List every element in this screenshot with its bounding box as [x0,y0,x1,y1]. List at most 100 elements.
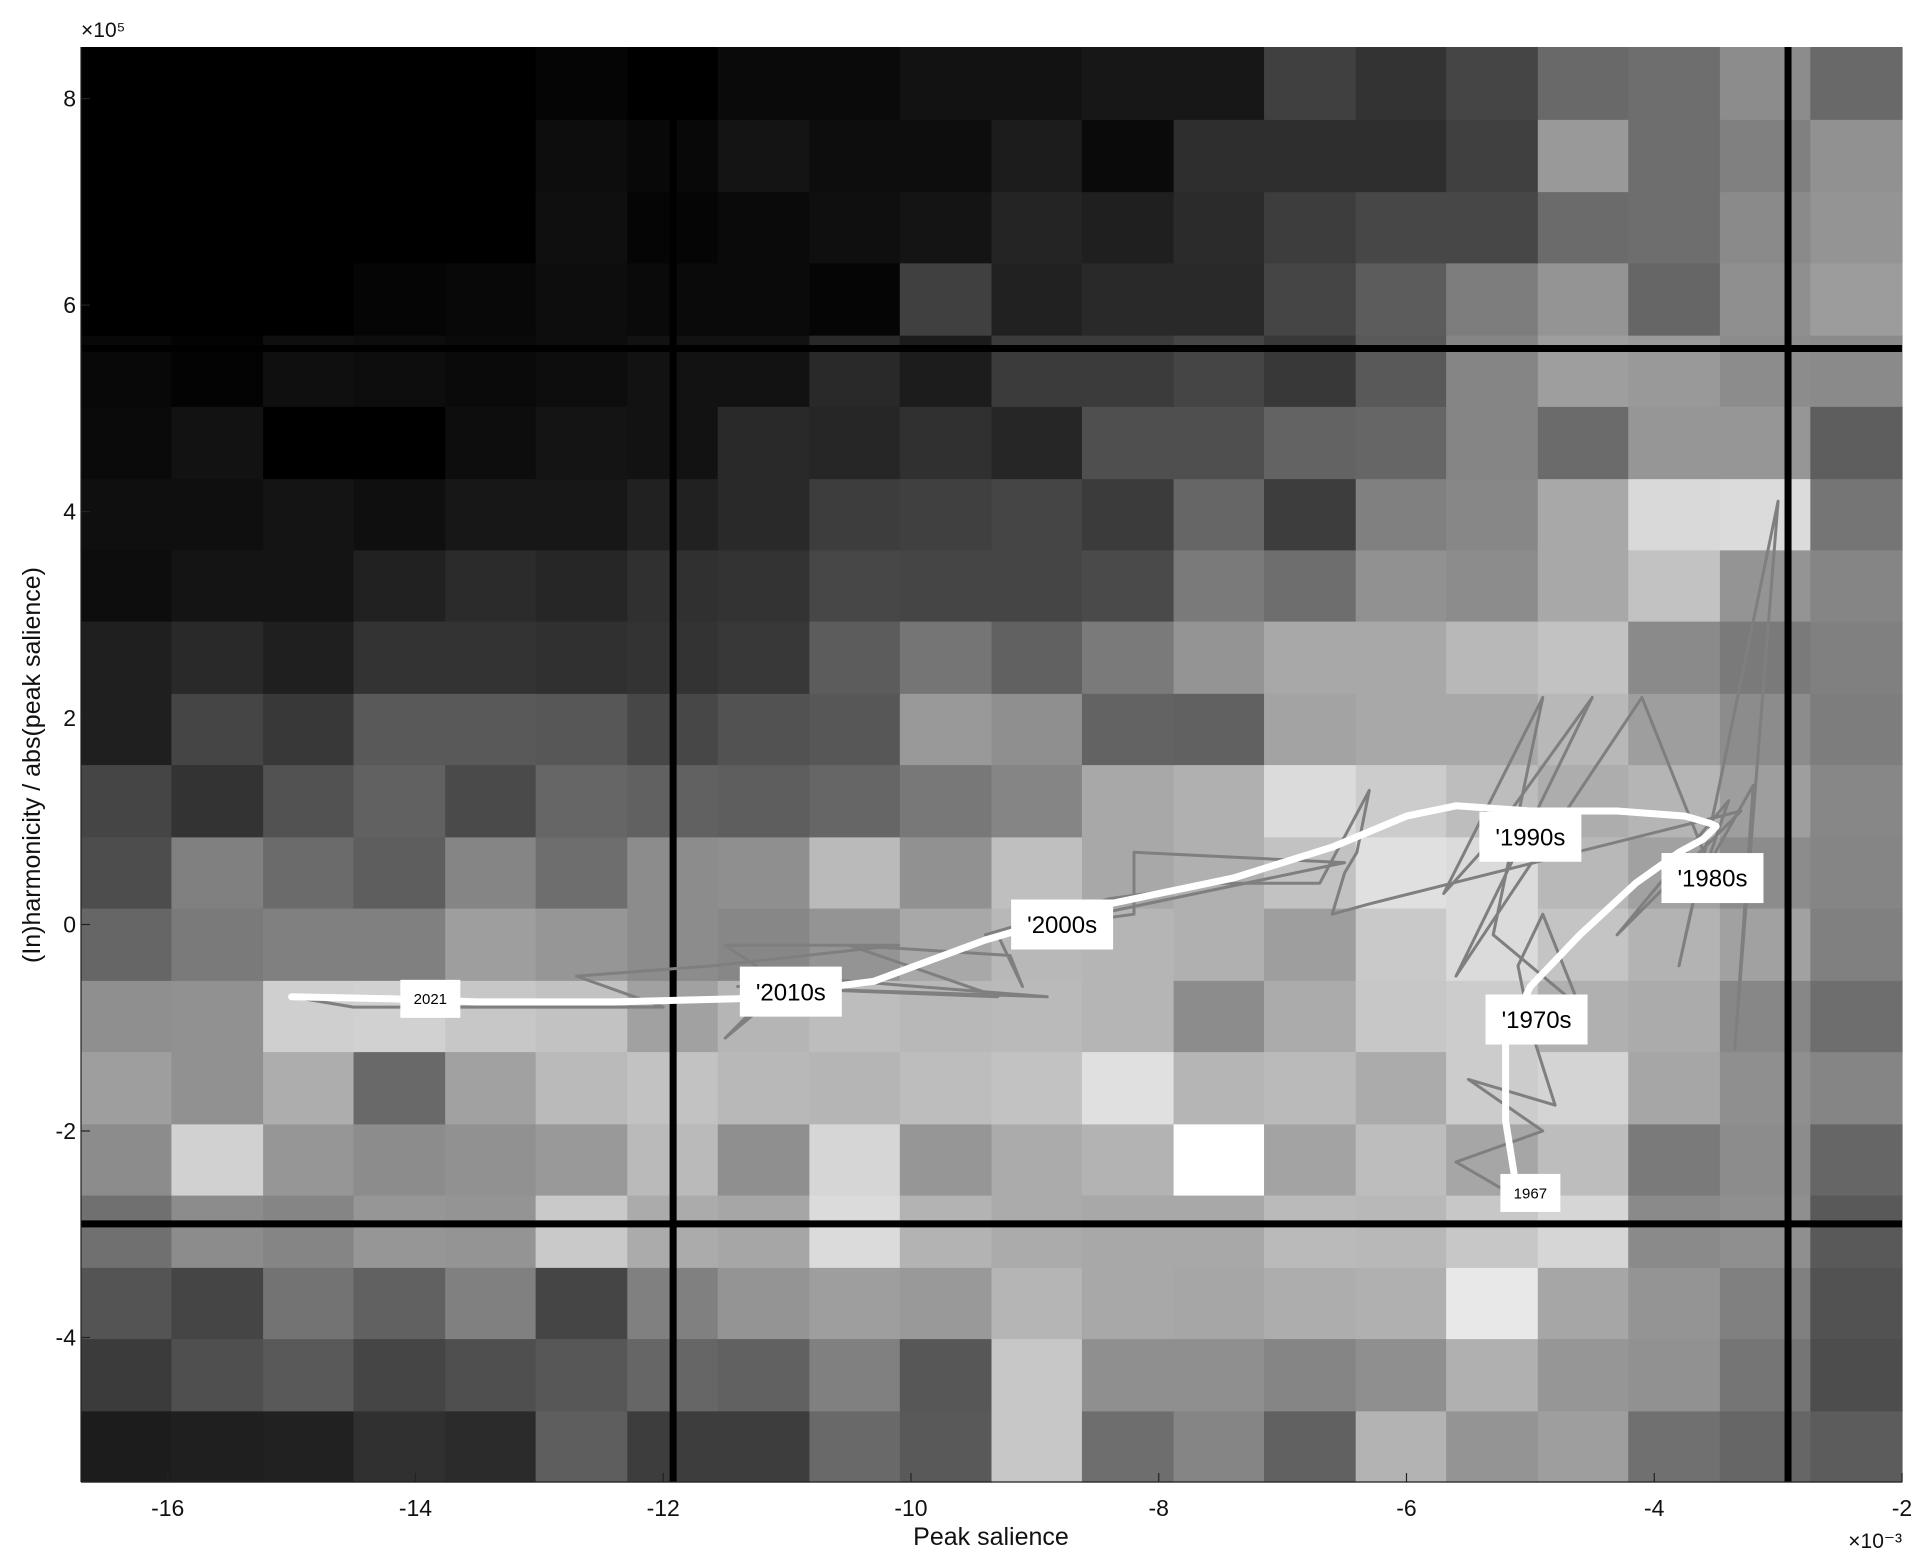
heatmap-cell [1810,621,1903,694]
heatmap-cell [1355,406,1447,480]
heatmap-cell [1081,119,1175,193]
heatmap-cell [1173,1123,1265,1196]
heatmap-cell [1355,908,1447,981]
heatmap-cell [1810,1338,1903,1412]
heatmap-cell [445,1267,537,1340]
heatmap-cell [1628,1338,1721,1412]
heatmap-cell [1081,262,1175,336]
heatmap-cell [445,1123,537,1196]
heatmap-cell [1081,1195,1175,1268]
heatmap-cell [1264,693,1357,766]
heatmap-cell [81,836,173,909]
heatmap-cell [1446,1267,1539,1340]
annotation-label: '2010s [739,966,842,1017]
heatmap-cell [81,908,173,981]
heatmap-cell [991,47,1083,120]
heatmap-cell [263,262,355,336]
heatmap-cell [1264,1338,1357,1412]
heatmap-cell [1628,47,1721,120]
heatmap-cell [1537,119,1629,193]
heatmap-cell [809,1410,901,1483]
heatmap-cell [717,1410,810,1483]
heatmap-cell [1081,47,1175,120]
heatmap-cell [1264,191,1357,264]
heatmap-cell [899,1195,993,1268]
heatmap-cell [1810,1267,1903,1340]
heatmap-cell [1446,406,1539,480]
heatmap-cell [1628,478,1721,551]
heatmap-cell [1628,406,1721,480]
heatmap-cell [1537,1051,1629,1125]
heatmap-cell [1173,1051,1265,1125]
heatmap-cell [1173,1338,1265,1412]
heatmap-cell [1264,621,1357,694]
heatmap-cell [1537,478,1629,551]
heatmap-cell [1719,119,1811,193]
heatmap-cell [1081,621,1175,694]
heatmap-cell [1628,191,1721,264]
heatmap-cell [1628,1123,1721,1196]
annotation-label: 1967 [1500,1173,1561,1212]
heatmap-cell [899,1123,993,1196]
annotations: '1990s '1980s '2000s '2010s '1970s 2021 1967 [400,811,1764,1212]
heatmap-cell [991,1338,1083,1412]
heatmap-cell [353,191,446,264]
axes [80,47,1902,1483]
heatmap-cell [1628,1195,1721,1268]
annotation-text: 1967 [1514,1185,1547,1202]
annotation-box [1661,853,1764,904]
y-axis-label: (In)harmonicity / abs(peak salience) [18,567,46,963]
heatmap-cell [171,1051,264,1125]
heatmap-cell [535,478,628,551]
heatmap-cell [353,1267,446,1340]
heatmap-cell [81,621,173,694]
heatmap-cell [1719,1267,1811,1340]
heatmap-cell [535,406,628,480]
heatmap-cell [445,621,537,694]
heatmap-cell [171,47,264,120]
heatmap-cell [1446,119,1539,193]
heatmap-cell [445,1410,537,1483]
heatmap-cell [445,764,537,838]
trend-line [288,802,1720,1202]
heatmap-cell [1719,1195,1811,1268]
annotation-text: '1990s [1495,824,1565,851]
heatmap-cell [1264,1051,1357,1125]
heatmap-cell [535,119,628,193]
y-exponent-label: ×10⁵ [81,19,125,42]
heatmap-cell [1173,621,1265,694]
heatmap-cell [1264,47,1357,120]
heatmap-cell [1810,1123,1903,1196]
annotation-box [739,966,842,1017]
heatmap-cell [1173,47,1265,120]
annotation-box [1500,1173,1561,1212]
heatmap-cell [445,1338,537,1412]
heatmap-cell [1173,1195,1265,1268]
heatmap-cell [1446,1410,1539,1483]
heatmap-cell [171,549,264,622]
heatmap-cell [1264,549,1357,622]
heatmap-cell [809,262,901,336]
heatmap-cell [717,478,810,551]
heatmap-cell [1173,693,1265,766]
heatmap-cell [1264,1410,1357,1483]
heatmap-cell [1719,980,1811,1053]
heatmap-cell [899,621,993,694]
heatmap-cell [263,693,355,766]
heatmap-cell [353,478,446,551]
heatmap-cell [899,478,993,551]
heatmap-cell [353,549,446,622]
heatmap-cell [1719,1051,1811,1125]
heatmap-cell [263,119,355,193]
heatmap-cell [445,406,537,480]
y-tick-label: 6 [63,292,76,318]
heatmap-cell [263,908,355,981]
y-tick-label: -2 [56,1118,76,1144]
heatmap-cell [535,191,628,264]
heatmap-cell [535,836,628,909]
x-tick-label: -8 [1149,1495,1169,1521]
heatmap-cell [171,908,264,981]
heatmap-cell [81,764,173,838]
heatmap-cell [899,119,993,193]
